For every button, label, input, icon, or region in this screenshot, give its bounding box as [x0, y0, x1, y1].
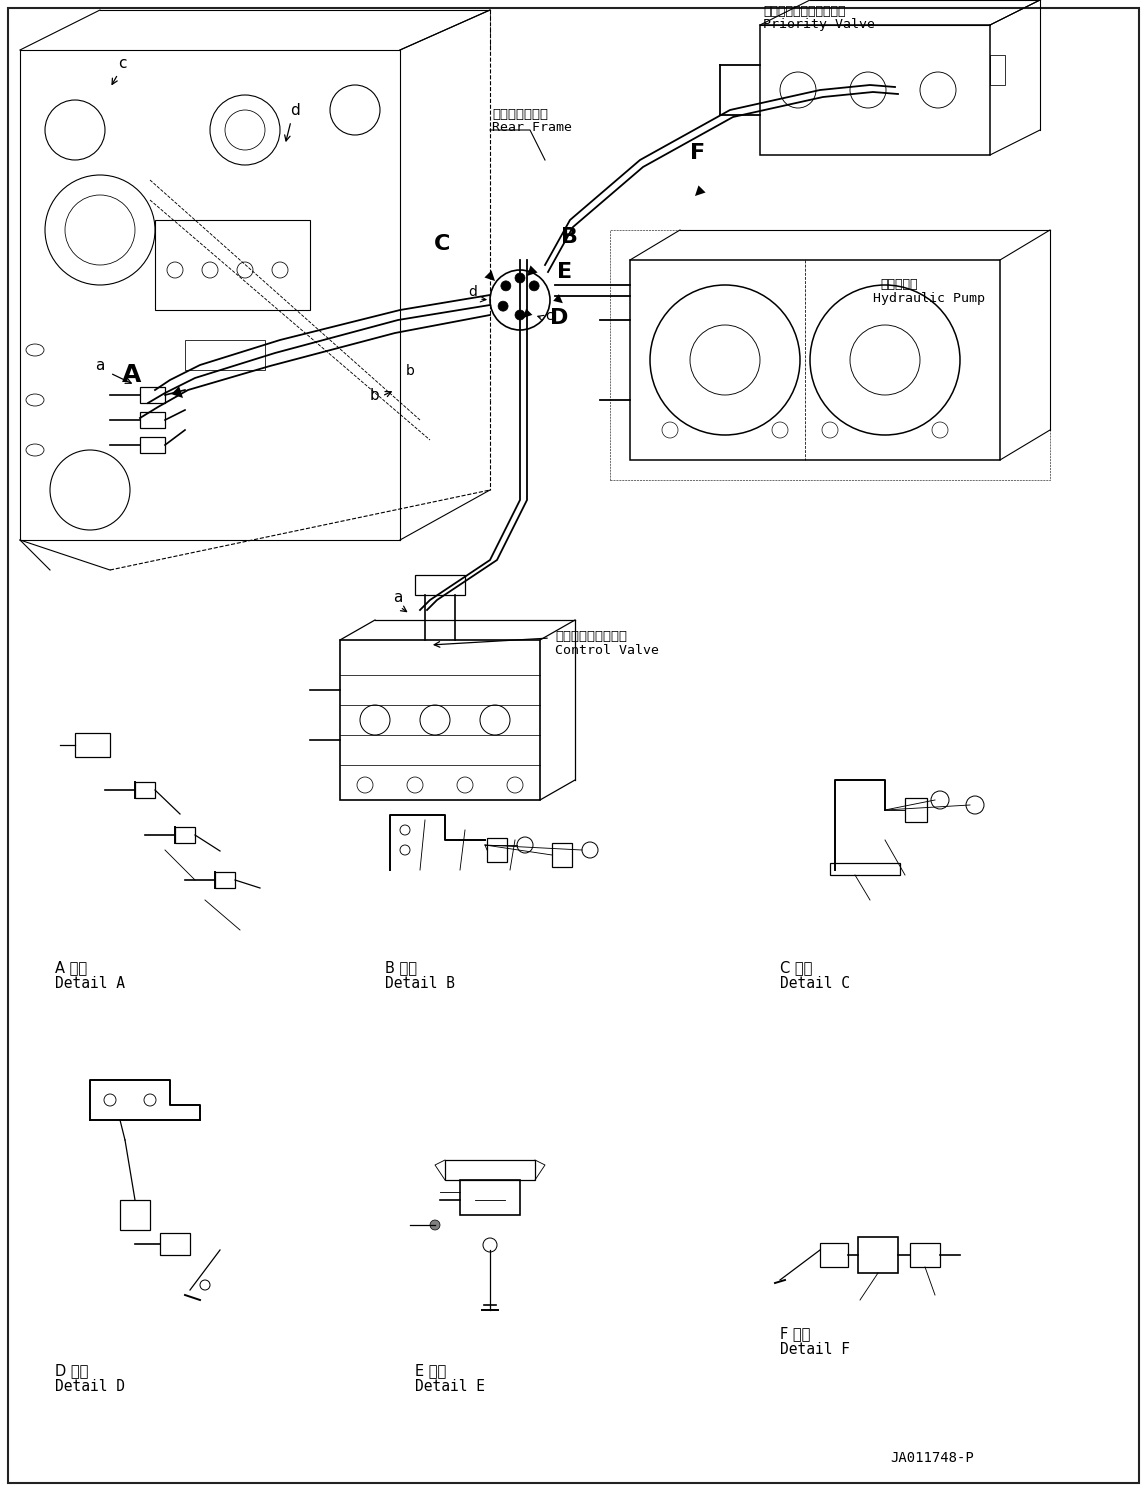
Text: c: c [118, 57, 126, 72]
Text: C 詳細: C 詳細 [780, 960, 812, 975]
Circle shape [529, 280, 539, 291]
Text: a: a [393, 590, 403, 605]
Text: E 詳細: E 詳細 [415, 1363, 446, 1378]
Text: d: d [468, 285, 477, 300]
Bar [630, 259, 1000, 461]
Text: Detail B: Detail B [385, 977, 455, 992]
Text: プライオリティバルブ！: プライオリティバルブ！ [763, 4, 845, 18]
Text: a: a [95, 358, 104, 373]
Circle shape [515, 310, 525, 321]
Text: コントロールバルブ: コントロールバルブ [555, 631, 627, 643]
Bar [487, 838, 507, 862]
Circle shape [498, 301, 508, 312]
Text: D: D [551, 307, 569, 328]
Text: b: b [406, 364, 415, 379]
Bar [990, 55, 1005, 85]
Bar [905, 798, 927, 822]
Circle shape [515, 273, 525, 283]
Bar [135, 781, 155, 798]
Bar [159, 1233, 190, 1255]
Circle shape [501, 280, 510, 291]
Text: Priority Valve: Priority Valve [763, 18, 875, 31]
Bar [610, 230, 1050, 480]
Text: F 詳細: F 詳細 [780, 1325, 811, 1340]
Bar [445, 1160, 535, 1179]
Text: Detail C: Detail C [780, 977, 850, 992]
Bar [760, 25, 990, 155]
Text: Detail F: Detail F [780, 1342, 850, 1357]
Text: Detail A: Detail A [55, 977, 125, 992]
Text: JA011748-P: JA011748-P [890, 1451, 974, 1466]
Bar [910, 1243, 941, 1267]
Text: Detail E: Detail E [415, 1379, 485, 1394]
Bar [460, 1179, 520, 1215]
Text: b: b [370, 388, 380, 403]
Bar [175, 828, 195, 842]
Bar [185, 340, 265, 370]
Text: F: F [690, 143, 705, 163]
Text: A 詳細: A 詳細 [55, 960, 87, 975]
Circle shape [430, 1220, 440, 1230]
Text: Detail D: Detail D [55, 1379, 125, 1394]
Bar [214, 872, 235, 889]
Text: c: c [545, 309, 553, 324]
Bar [820, 1243, 848, 1267]
Text: B: B [561, 227, 578, 248]
Text: 油圧ポンプ: 油圧ポンプ [880, 277, 918, 291]
Bar [552, 842, 572, 866]
Text: Rear Frame: Rear Frame [492, 121, 572, 134]
Bar [830, 863, 900, 875]
Bar [858, 1238, 898, 1273]
Text: Control Valve: Control Valve [555, 644, 660, 658]
Bar [415, 576, 465, 595]
Text: D 詳細: D 詳細 [55, 1363, 88, 1378]
Text: A: A [122, 362, 141, 386]
Text: d: d [290, 103, 299, 118]
Text: C: C [434, 234, 451, 253]
Text: E: E [557, 262, 572, 282]
Bar [340, 640, 540, 801]
Text: Hydraulic Pump: Hydraulic Pump [873, 292, 985, 306]
Text: リヤーフレーム: リヤーフレーム [492, 107, 548, 121]
Bar [155, 221, 310, 310]
Text: B 詳細: B 詳細 [385, 960, 418, 975]
